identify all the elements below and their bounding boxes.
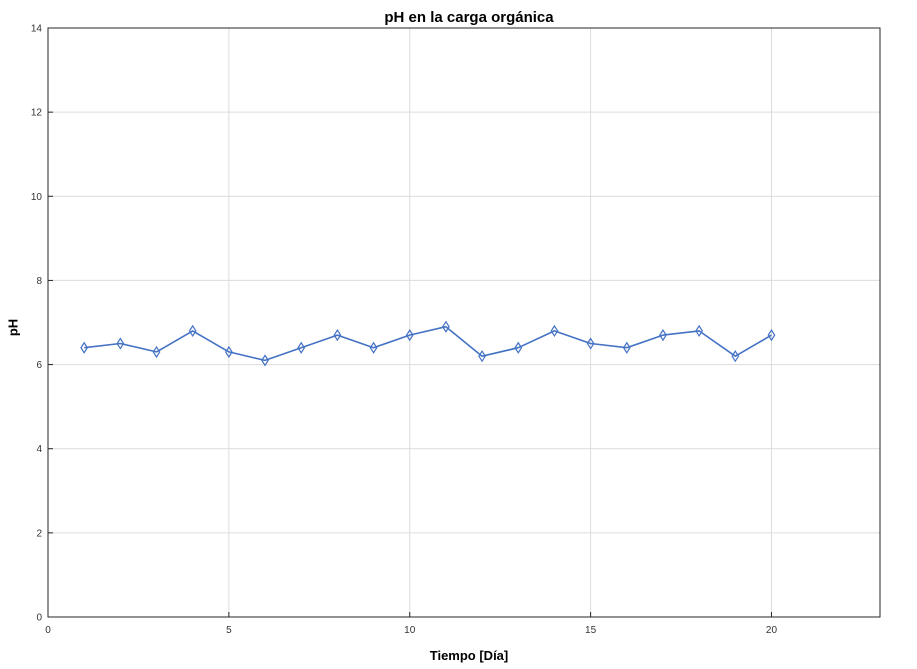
data-point-marker [442,320,450,333]
data-point-marker [116,337,125,350]
chart-title: pH en la carga orgánica [384,9,554,26]
data-point-marker [695,324,704,338]
y-tick-label: 12 [31,108,43,119]
y-tick-label: 0 [36,613,42,624]
data-point-marker [152,345,161,359]
grid [48,28,880,617]
y-tick-label: 2 [36,528,42,539]
y-axis-label: pH [5,319,20,336]
series-line [84,325,772,362]
y-axis-ticks: 0 2 4 6 8 10 12 14 [31,24,53,624]
x-tick-label: 20 [766,625,778,636]
x-tick-label: 0 [45,625,51,636]
data-point-marker [369,341,378,354]
data-point-marker [550,324,559,338]
data-point-marker [622,341,631,354]
series-group [80,320,776,367]
data-point-marker [333,329,342,342]
data-point-marker [514,341,523,354]
data-point-marker [767,329,776,342]
x-axis-label: Tiempo [Día] [430,648,509,663]
data-point-marker [261,354,269,367]
x-tick-label: 15 [585,625,597,636]
data-point-marker [188,324,197,338]
y-tick-label: 14 [31,24,43,35]
plot-area [47,27,881,618]
data-point-marker [659,329,667,342]
data-point-marker [80,341,89,354]
x-tick-label: 5 [226,625,232,636]
y-tick-label: 6 [36,360,42,371]
data-point-marker [405,329,414,342]
x-axis-ticks: 0 5 10 15 20 [45,612,777,636]
data-point-marker [586,337,595,350]
y-tick-label: 10 [31,192,43,203]
data-point-marker [478,350,486,363]
x-tick-label: 10 [404,625,416,636]
y-tick-label: 4 [36,444,42,455]
data-point-marker [224,345,233,359]
y-tick-label: 8 [36,276,42,287]
data-point-marker [297,341,306,354]
data-point-marker [731,350,740,363]
